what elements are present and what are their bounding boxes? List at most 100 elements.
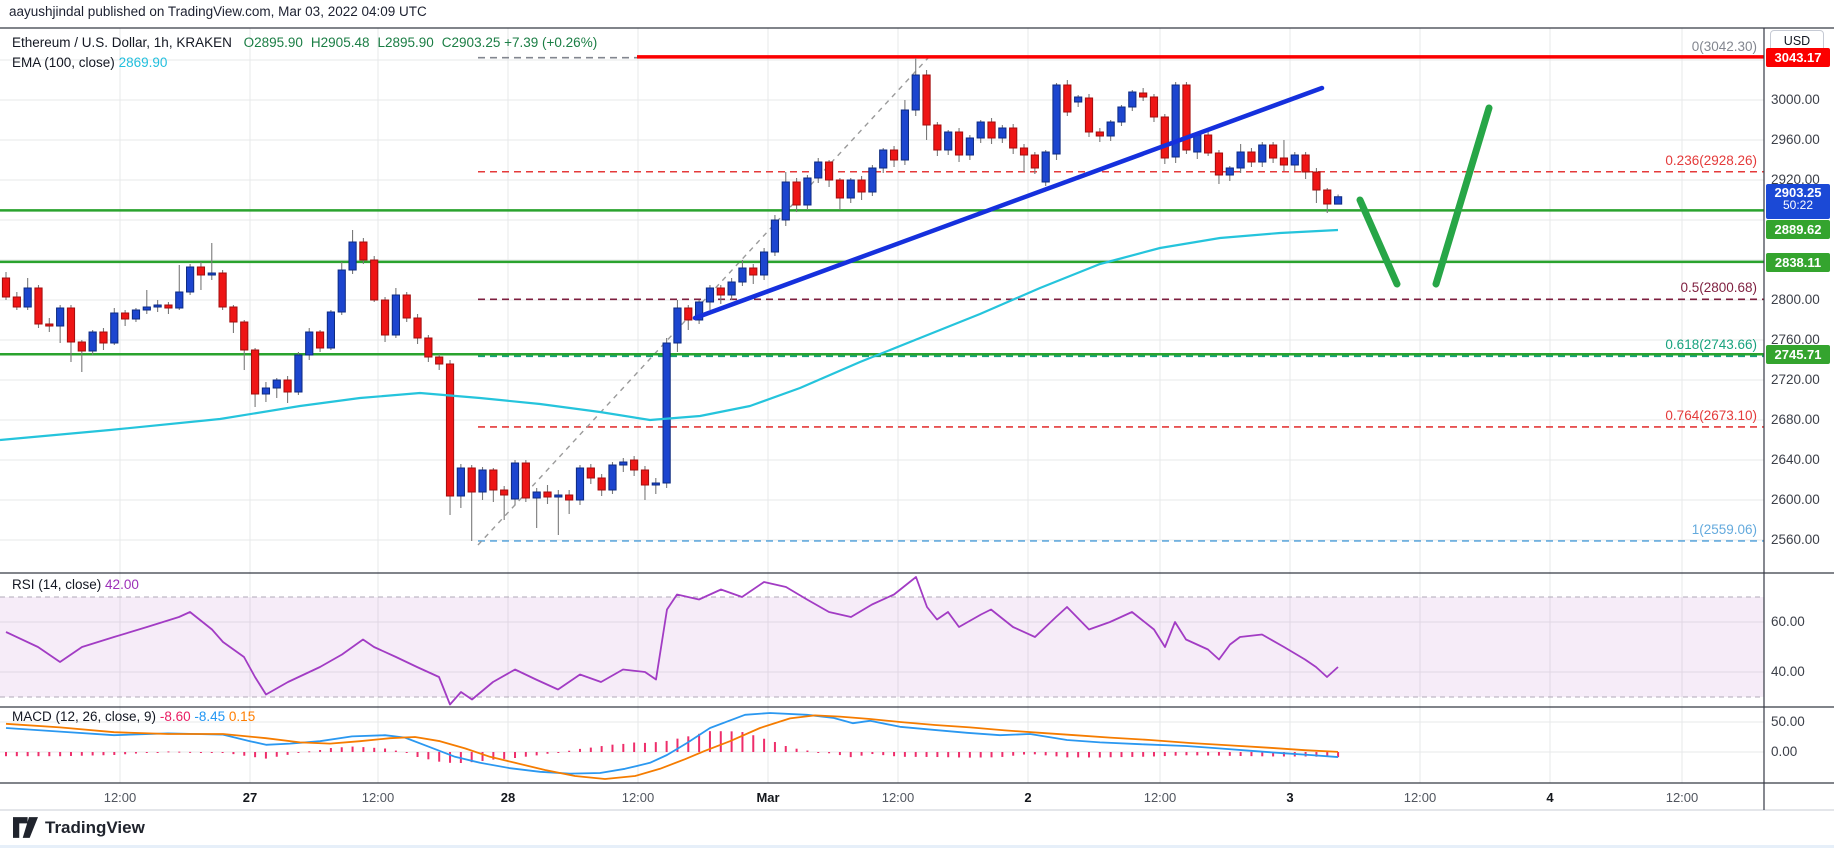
macd-histogram-bar <box>1033 752 1036 755</box>
candle-body <box>1128 91 1137 108</box>
macd-histogram-bar <box>1023 752 1026 755</box>
price-tick-label: 2640.00 <box>1771 452 1820 467</box>
chart-legend: Ethereum / U.S. Dollar, 1h, KRAKEN O2895… <box>12 33 597 73</box>
candle-body <box>77 341 86 352</box>
countdown-label: 50:22 <box>1782 197 1814 212</box>
macd-histogram-bar <box>80 752 83 756</box>
candle-body <box>283 379 292 393</box>
price-marker-label: 2903.25 50:22 <box>1766 183 1830 219</box>
macd-histogram-bar <box>199 752 202 753</box>
candle-body <box>673 307 682 344</box>
macd-histogram-bar <box>849 752 852 758</box>
macd-histogram-bar <box>59 752 62 757</box>
macd-histogram-bar <box>362 747 365 752</box>
macd-histogram-bar <box>1001 752 1004 757</box>
candle-body <box>1312 171 1321 191</box>
macd-histogram-bar <box>319 749 322 752</box>
candle-body <box>608 464 617 491</box>
candle-body <box>835 179 845 199</box>
macd-histogram-bar <box>524 752 527 757</box>
candle-body <box>944 131 953 151</box>
candle-body <box>814 161 823 179</box>
price-marker-label: 2745.71 <box>1766 344 1830 364</box>
candle-body <box>651 482 660 486</box>
macd-histogram-bar <box>1315 752 1318 757</box>
candle-body <box>575 467 585 501</box>
macd-histogram-bar <box>600 746 603 752</box>
macd-histogram-bar <box>297 752 300 753</box>
candle-body <box>749 267 758 276</box>
macd-histogram-bar <box>91 752 94 756</box>
candle-body <box>695 301 704 321</box>
fib-level-label: 0.5(2800.68) <box>1680 280 1757 296</box>
macd-histogram-bar <box>958 752 961 758</box>
macd-histogram-bar <box>15 752 18 757</box>
candle-body <box>489 469 498 491</box>
projection-arrow <box>1432 104 1493 288</box>
macd-histogram-bar <box>654 742 657 752</box>
macd-histogram-bar <box>676 738 679 752</box>
candle-body <box>824 161 834 181</box>
macd-histogram-bar <box>817 752 820 753</box>
macd-histogram-bar <box>1055 752 1058 757</box>
candle-body <box>792 181 801 206</box>
candle-body <box>1236 151 1245 169</box>
footer-brand[interactable]: TradingView <box>13 817 145 838</box>
candle-body <box>998 127 1007 139</box>
macd-histogram-bar <box>643 742 646 752</box>
macd-histogram-bar <box>5 752 7 757</box>
macd-histogram-bar <box>730 731 733 752</box>
macd-histogram-bar <box>1326 752 1329 757</box>
ohlc-pair: L2895.90 <box>377 35 434 50</box>
rsi-line <box>5 576 1339 706</box>
macd-histogram-bar <box>708 731 711 752</box>
macd-histogram-bar <box>156 752 159 753</box>
price-marker-label: 2838.11 <box>1766 252 1830 272</box>
candle-body <box>1095 131 1104 137</box>
macd-histogram-bar <box>1272 752 1275 757</box>
macd-histogram-bar <box>979 752 982 758</box>
candle-body <box>370 259 379 301</box>
candle-body <box>467 467 476 493</box>
candle-body <box>1171 84 1180 158</box>
candle-body <box>987 121 996 139</box>
currency-toggle-button[interactable]: USD <box>1770 30 1824 52</box>
candle-body <box>121 312 130 320</box>
trendline <box>692 85 1325 321</box>
fib-level-label: 1(2559.06) <box>1691 521 1757 537</box>
candle-body <box>1139 92 1148 98</box>
candle-body <box>445 363 455 497</box>
ema-value: 2869.90 <box>118 55 168 70</box>
time-tick-label: 12:00 <box>881 790 915 805</box>
ohlc-values: O2895.90 H2905.48 L2895.90 C2903.25 <box>236 35 501 50</box>
candle-body <box>1333 196 1343 205</box>
ohlc-pair: H2905.48 <box>310 35 370 50</box>
macd-histogram-bar <box>1120 752 1123 758</box>
macd-histogram-bar <box>113 752 116 755</box>
candle-body <box>565 494 574 501</box>
macd-histogram-bar <box>210 752 213 753</box>
symbol-title: Ethereum / U.S. Dollar, 1h, KRAKEN <box>12 35 232 50</box>
candle-body <box>900 109 909 161</box>
fib-level-label: 0(3042.30) <box>1691 38 1757 54</box>
candle-body <box>229 306 238 323</box>
macd-histogram-bar <box>1239 752 1242 756</box>
candle-body <box>131 309 141 320</box>
macd-histogram-bar <box>254 752 257 758</box>
candle-body <box>88 331 97 352</box>
time-tick-label: 3 <box>1286 790 1294 805</box>
candle-body <box>218 272 227 308</box>
macd-histogram-bar <box>264 752 267 759</box>
macd-legend: MACD (12, 26, close, 9) -8.60 -8.45 0.15 <box>12 709 255 724</box>
candle-body <box>922 74 931 126</box>
macd-histogram-bar <box>189 751 192 753</box>
fib-level-label: 0.236(2928.26) <box>1665 152 1757 168</box>
macd-histogram-bar <box>308 751 311 753</box>
candle-body <box>1 277 11 298</box>
macd-histogram-bar <box>578 748 581 752</box>
price-tick-label: 2560.00 <box>1771 532 1820 547</box>
candle-body <box>954 131 964 156</box>
candle-body <box>402 294 411 319</box>
candle-body <box>1225 167 1234 176</box>
